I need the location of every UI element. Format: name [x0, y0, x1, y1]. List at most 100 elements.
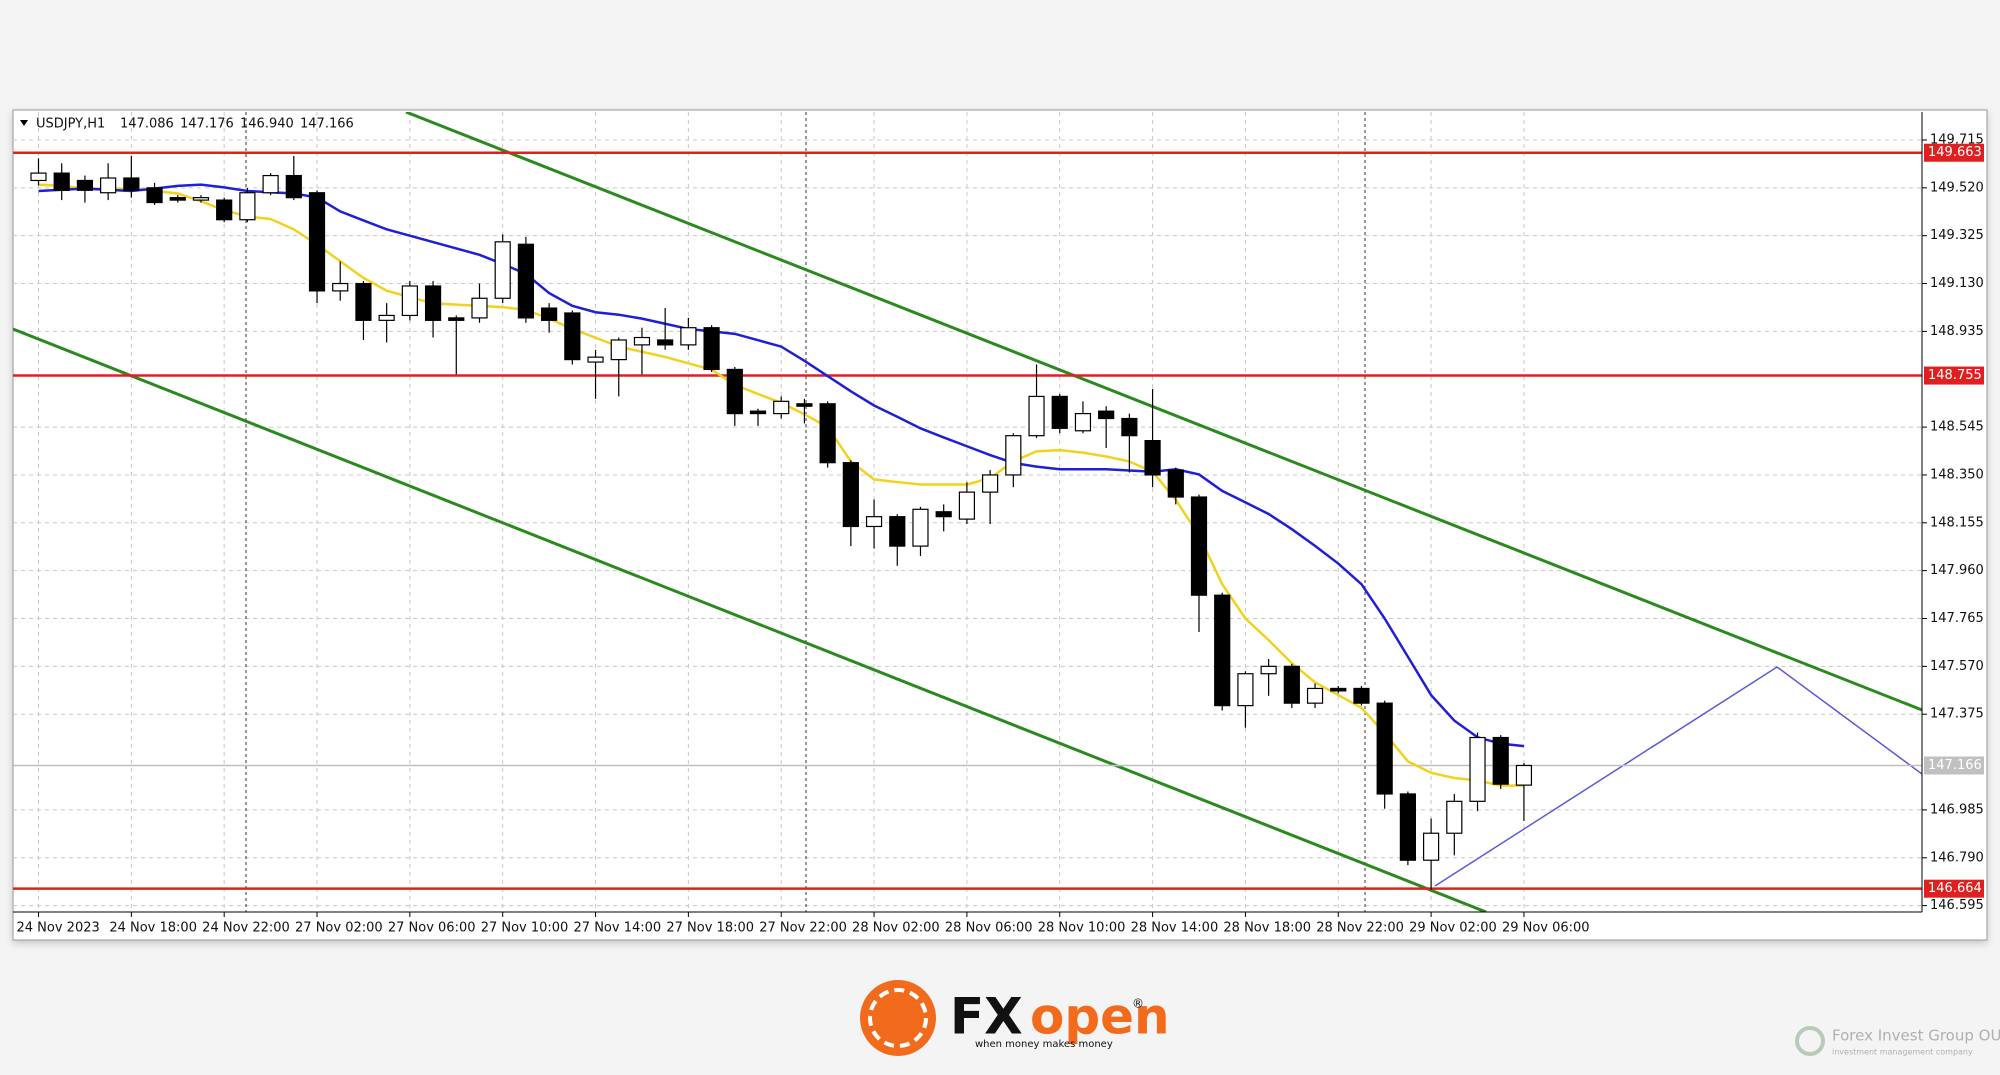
candle-body — [146, 187, 163, 204]
level-label-box — [1924, 756, 1984, 775]
candle-body — [935, 511, 952, 518]
candle-body — [1074, 412, 1092, 432]
menu-arrow — [20, 120, 28, 126]
x-tick-label: 24 Nov 18:00 — [109, 921, 197, 936]
candle-body — [819, 403, 836, 464]
candle-body — [796, 403, 813, 407]
candle-body — [541, 307, 558, 321]
projection — [1434, 666, 1922, 887]
header-low: 146.940 — [240, 117, 294, 132]
y-tick-label: 147.570 — [1930, 659, 1984, 674]
chart-header: USDJPY,H1 147.086 147.176 146.940 147.16… — [20, 117, 354, 132]
candle-body — [216, 199, 233, 221]
candle-body — [378, 314, 395, 321]
candle-body — [703, 327, 720, 371]
candle-body — [100, 177, 117, 194]
level-label: 148.755 — [1928, 368, 1982, 383]
candle-body — [1237, 673, 1254, 707]
x-tick-label: 27 Nov 22:00 — [759, 921, 847, 936]
partner-sub: investment management company — [1832, 1048, 1973, 1057]
partner-name: Forex Invest Group OU — [1832, 1027, 2000, 1045]
candle-body — [1469, 736, 1486, 802]
x-tick-label: 27 Nov 10:00 — [481, 921, 569, 936]
candle-body — [448, 317, 465, 321]
chart-panel — [12, 109, 1988, 941]
candle-body — [889, 516, 906, 547]
candle-body — [587, 356, 604, 363]
symbol: USDJPY,H1 — [36, 117, 105, 132]
level-label-box — [1924, 143, 1984, 162]
x-tick-label: 29 Nov 02:00 — [1409, 921, 1497, 936]
candle-body — [912, 508, 929, 547]
candle-body — [610, 339, 627, 361]
y-tick-label: 149.325 — [1930, 228, 1984, 243]
candle-body — [1399, 793, 1416, 861]
candle-body — [262, 174, 279, 194]
x-tick-label: 28 Nov 02:00 — [852, 921, 940, 936]
tagline: when money makes money — [975, 1039, 1113, 1050]
candle-body — [169, 197, 186, 201]
candle-body — [239, 192, 256, 221]
candle-body — [76, 179, 94, 191]
y-tick-label: 146.790 — [1930, 850, 1984, 865]
logo-open: open — [1030, 988, 1170, 1046]
candle-body — [680, 327, 697, 346]
candle-body — [842, 462, 859, 528]
y-tick-label: 149.715 — [1930, 132, 1984, 147]
candle-body — [865, 516, 883, 528]
x-tick-label: 27 Nov 14:00 — [574, 921, 662, 936]
x-tick-label: 28 Nov 18:00 — [1223, 921, 1311, 936]
x-tick-label: 24 Nov 2023 — [17, 921, 100, 936]
candle-body — [1353, 687, 1370, 704]
axes: 149.715 149.520 149.325 149.130 148.935 148.5… — [17, 132, 1984, 936]
candle-body — [1144, 439, 1161, 476]
candle-body — [1492, 736, 1509, 785]
candle-body — [773, 400, 790, 415]
x-tick-label: 24 Nov 22:00 — [202, 921, 290, 936]
candle-body — [1214, 594, 1231, 707]
candle-body — [1283, 665, 1300, 704]
y-tick-label: 147.765 — [1930, 611, 1984, 626]
y-tick-label: 147.960 — [1930, 563, 1984, 578]
x-tick-label: 29 Nov 06:00 — [1502, 921, 1590, 936]
x-tick-label: 28 Nov 22:00 — [1316, 921, 1404, 936]
candle-body — [424, 285, 442, 321]
x-tick-label: 27 Nov 06:00 — [388, 921, 476, 936]
candle-body — [517, 243, 535, 319]
candle-body — [471, 297, 488, 319]
candle-body — [726, 368, 743, 415]
candle-body — [1190, 496, 1208, 596]
candle-body — [355, 282, 372, 321]
candle-body — [1515, 764, 1533, 786]
candle-body — [123, 177, 140, 191]
y-tick-label: 149.130 — [1930, 276, 1984, 291]
candle-body — [564, 312, 581, 361]
candle-body — [1167, 469, 1184, 498]
candle-body — [1051, 395, 1068, 429]
candle-body — [332, 282, 349, 292]
y-tick-label: 148.350 — [1930, 467, 1984, 482]
level-label-box — [1924, 366, 1984, 385]
channel-lower — [13, 327, 1487, 912]
candle-body — [53, 172, 70, 191]
candle-body — [1005, 435, 1022, 476]
candle-body — [1098, 410, 1115, 420]
header-high: 147.176 — [180, 117, 234, 132]
candle-body — [308, 192, 326, 292]
levels — [13, 151, 1922, 890]
partner-icon — [1795, 1026, 1825, 1056]
candle-body — [285, 174, 302, 199]
channel-upper — [405, 112, 1922, 712]
candle-body — [1260, 665, 1277, 675]
drawings — [13, 112, 1922, 912]
header-close: 147.166 — [300, 117, 354, 132]
candle-body — [1121, 417, 1138, 437]
header-open: 147.086 — [120, 117, 174, 132]
level-label: 147.166 — [1928, 758, 1982, 773]
y-tick-label: 146.985 — [1930, 802, 1984, 817]
candle-body — [1446, 800, 1463, 834]
candle-body — [958, 491, 976, 520]
candle-body — [192, 197, 210, 201]
